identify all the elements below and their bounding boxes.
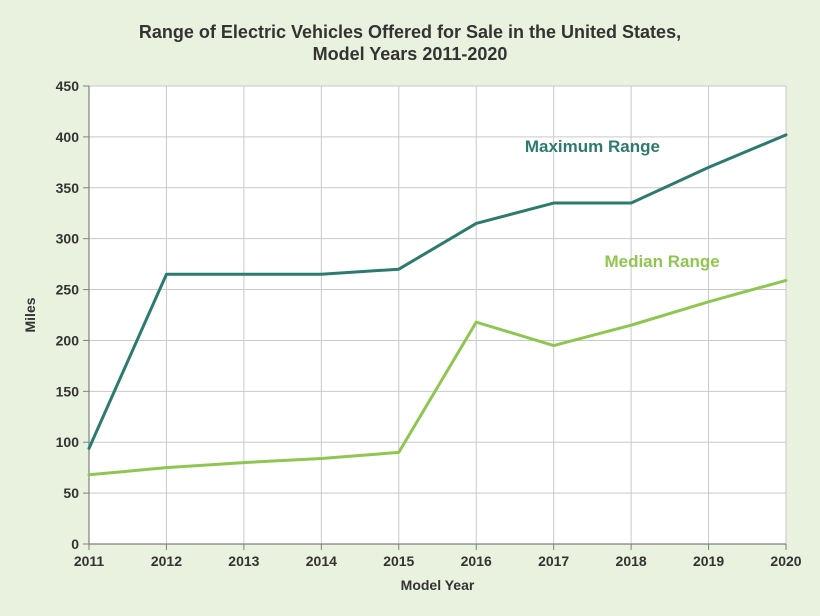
chart-title-line2: Model Years 2011-2020 [313,44,508,64]
y-tick-label: 50 [63,485,79,501]
y-tick-label: 200 [56,332,80,348]
line-chart-svg: 0 50 100 150 200 250 300 350 400 450 2011 2012 2013 2… [14,14,806,602]
chart-title-line1: Range of Electric Vehicles Offered for S… [139,22,681,42]
x-tick-label: 2015 [383,553,414,569]
x-tick-label: 2014 [306,553,337,569]
y-tick-label: 300 [56,231,80,247]
x-axis-label: Model Year [401,577,475,593]
y-tick-label: 150 [56,383,80,399]
chart-container: 0 50 100 150 200 250 300 350 400 450 2011 2012 2013 2… [14,14,806,602]
x-tick-label: 2012 [151,553,182,569]
y-tick-label: 350 [56,180,80,196]
y-tick-label: 450 [56,78,80,94]
y-tick-label: 100 [56,434,80,450]
y-tick-label: 0 [71,536,79,552]
x-tick-label: 2020 [770,553,801,569]
chart-outer: 0 50 100 150 200 250 300 350 400 450 2011 2012 2013 2… [0,0,820,616]
series-label: Median Range [604,252,719,271]
y-tick-label: 250 [56,282,80,298]
plot-area [89,86,786,544]
x-tick-label: 2017 [538,553,569,569]
x-tick-label: 2018 [616,553,647,569]
x-tick-label: 2019 [693,553,724,569]
x-tick-label: 2013 [228,553,259,569]
y-tick-label: 400 [56,129,80,145]
x-tick-label: 2016 [461,553,492,569]
series-label: Maximum Range [525,137,660,156]
x-tick-label: 2011 [74,553,105,569]
y-axis-label: Miles [22,297,38,332]
